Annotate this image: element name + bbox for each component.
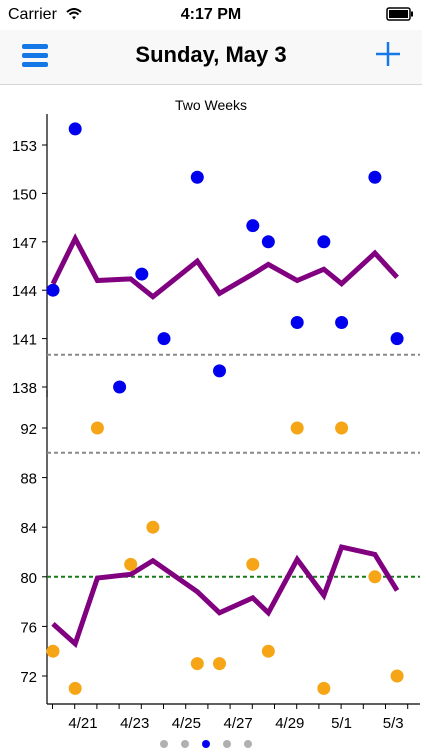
data-point xyxy=(368,170,382,184)
data-point xyxy=(190,657,204,671)
page-dot[interactable] xyxy=(181,740,189,748)
data-point xyxy=(290,315,304,329)
page-indicator[interactable] xyxy=(160,740,260,750)
x-tick-label: 4/25 xyxy=(172,715,201,732)
data-point xyxy=(124,557,138,571)
data-point xyxy=(246,557,260,571)
y-tick-label: 144 xyxy=(12,283,37,300)
data-point xyxy=(368,570,382,584)
trend-line xyxy=(50,233,399,300)
x-tick-label: 4/23 xyxy=(120,715,149,732)
x-tick-label: 4/21 xyxy=(68,715,97,732)
data-point xyxy=(90,421,104,435)
trend-line xyxy=(51,544,400,649)
status-time: 4:17 PM xyxy=(180,6,242,23)
data-point xyxy=(68,681,82,695)
plus-icon[interactable] xyxy=(374,40,402,68)
data-point xyxy=(113,380,127,394)
nav-bar: Sunday, May 3 xyxy=(0,30,422,85)
y-tick-label: 88 xyxy=(20,471,37,488)
hamburger-icon[interactable] xyxy=(22,43,48,69)
data-point xyxy=(46,644,60,658)
page-title: Sunday, May 3 xyxy=(135,42,287,67)
y-tick-label: 141 xyxy=(12,332,37,349)
data-point xyxy=(390,332,404,346)
x-tick-label: 4/27 xyxy=(223,715,252,732)
data-point xyxy=(390,669,404,683)
data-point xyxy=(213,657,226,671)
page-dot[interactable] xyxy=(223,740,231,748)
y-tick-label: 153 xyxy=(12,138,37,155)
data-point xyxy=(261,235,275,249)
page-dot[interactable] xyxy=(244,740,252,748)
data-point xyxy=(46,283,60,297)
data-point xyxy=(213,364,226,378)
x-tick-label: 4/29 xyxy=(275,715,304,732)
y-tick-label: 84 xyxy=(20,520,37,537)
data-point xyxy=(135,267,149,281)
chart-title: Two Weeks xyxy=(175,97,247,113)
data-point xyxy=(146,520,160,534)
x-tick-label: 5/1 xyxy=(331,715,352,732)
y-tick-label: 72 xyxy=(20,669,37,686)
y-tick-label: 138 xyxy=(12,380,37,397)
y-tick-label: 150 xyxy=(12,186,37,203)
y-tick-label: 147 xyxy=(12,235,37,252)
x-tick-label: 5/3 xyxy=(383,715,404,732)
data-point xyxy=(317,681,331,695)
y-tick-label: 76 xyxy=(20,619,37,636)
data-point xyxy=(335,421,349,435)
data-point xyxy=(157,332,171,346)
data-point xyxy=(68,122,82,136)
data-point xyxy=(246,219,260,233)
two-week-chart: Two Weeks 153 150 147 144 141 138 92 88 84 80 76 72 4… xyxy=(12,97,420,732)
carrier-label: Carrier xyxy=(8,6,57,23)
page-dot[interactable] xyxy=(160,740,168,748)
y-tick-label: 92 xyxy=(20,421,37,438)
data-point xyxy=(335,315,349,329)
data-point xyxy=(317,235,331,249)
status-bar: Carrier 4:17 PM xyxy=(0,0,422,30)
page-dot[interactable] xyxy=(202,740,210,748)
y-tick-label: 80 xyxy=(20,570,37,587)
data-point xyxy=(290,421,304,435)
data-point xyxy=(261,644,275,658)
wifi-icon xyxy=(66,7,82,25)
data-point xyxy=(190,170,204,184)
battery-icon xyxy=(386,7,414,26)
